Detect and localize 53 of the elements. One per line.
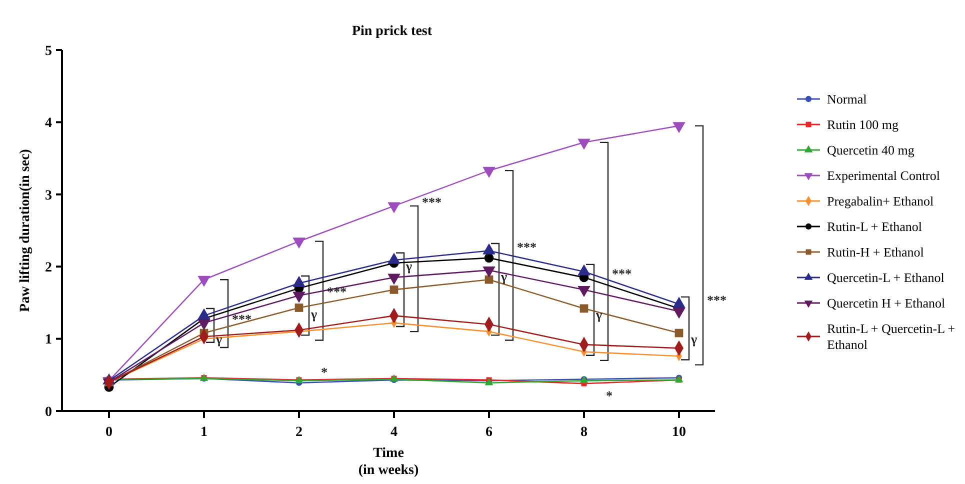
point [580,304,588,313]
point [388,274,400,285]
annotation: * [321,364,328,380]
annotation: *** [422,194,442,210]
legend-label: Quercetin H + Ethanol [827,296,946,311]
chart-title: Pin prick test [352,24,432,39]
x-tick-label: 2 [296,425,302,440]
annotation: *** [517,239,536,254]
x-axis-title: Time (in weeks) [358,446,419,478]
y-axis-title: Paw lifting duration(in sec) [18,148,33,312]
x-tick-label: 4 [390,425,398,440]
annotation: *** [327,284,346,300]
point [294,304,304,312]
legend-label: Quercetin-L + Ethanol [827,270,945,286]
y-tick-label: 5 [45,44,52,59]
x-tick-label: 8 [580,425,588,440]
x-tick-label: 6 [486,425,492,440]
y-tick-label: 0 [45,404,52,420]
legend-label: Pregabalin+ Ethanol [827,194,934,209]
legend-label: Normal [827,92,868,107]
point [484,275,494,284]
legend-label: Rutin-L + Quercetin-L + Ethanol [827,321,956,352]
y-tick-label: 2 [45,260,52,276]
x-tick-label: 1 [200,425,208,440]
annotation: *** [232,311,252,326]
point [198,276,210,287]
y-tick-label: 4 [45,116,52,132]
point [482,266,496,278]
annotation: γ [500,268,508,284]
point [482,166,496,178]
annotation: γ [690,332,698,347]
point [390,286,398,294]
legend-label: Quercetin 40 mg [827,142,915,158]
point [672,122,686,134]
point [292,238,306,249]
annotation: γ [405,258,412,274]
annotation: γ [595,307,602,322]
point [674,328,684,338]
legend-label: Rutin-L + Ethanol [827,219,922,234]
point [578,138,590,150]
legend-label: Rutin 100 mg [827,117,900,132]
point [388,202,400,214]
x-tick-label: 10 [672,425,686,440]
annotation: γ [310,306,318,322]
point [292,292,306,303]
legend-label: Experimental Control [827,168,940,184]
annotation: * [606,388,612,404]
x-tick-label: 0 [106,425,112,440]
annotation: *** [612,266,632,281]
y-tick-label: 3 [45,188,52,204]
legend-label: Rutin-H + Ethanol [827,244,924,260]
annotation: *** [707,292,726,308]
y-tick-label: 1 [45,332,52,348]
